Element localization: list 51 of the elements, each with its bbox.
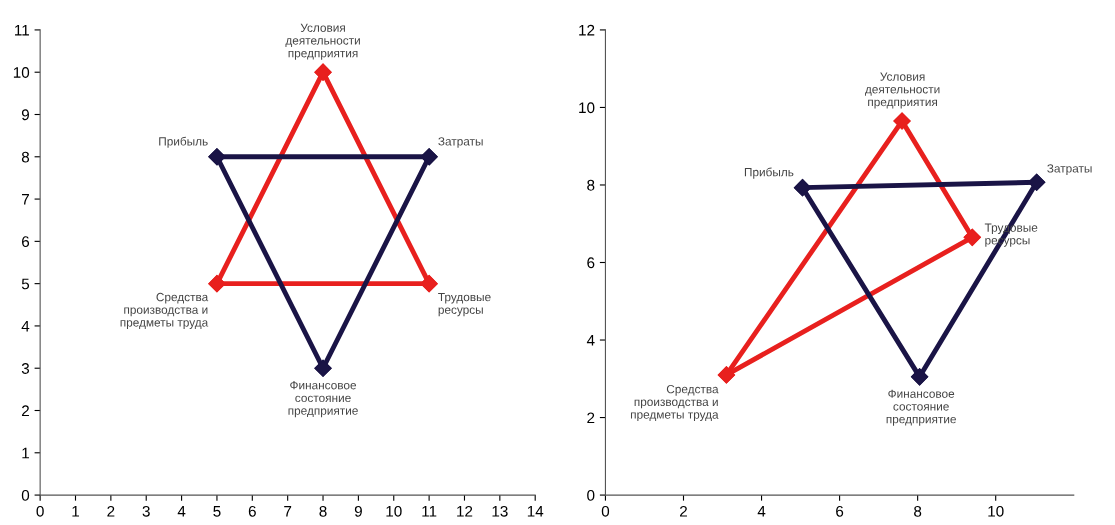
y-tick-label: 5 — [21, 278, 30, 290]
x-tick-label: 0 — [601, 505, 610, 517]
y-tick-label: 6 — [587, 257, 595, 269]
y-tick-label: 2 — [587, 412, 595, 424]
x-tick-label: 4 — [177, 506, 186, 517]
y-tick-label: 8 — [587, 179, 595, 191]
y-tick-label: 1 — [22, 447, 29, 459]
x-tick-label: 13 — [492, 505, 508, 517]
y-tick-label: 0 — [21, 489, 30, 501]
x-tick-label: 11 — [422, 506, 437, 517]
annotation: Условия деятельности предприятия — [865, 72, 940, 109]
y-tick-label: 4 — [586, 335, 595, 346]
y-tick-label: 9 — [21, 109, 29, 121]
y-tick-label: 2 — [22, 405, 29, 417]
annotation: Финансовое состояние предприятие — [288, 381, 358, 418]
x-tick-label: 3 — [142, 505, 150, 517]
annotation: Финансовое состояние предприятие — [886, 389, 956, 426]
x-tick-label: 8 — [914, 505, 922, 517]
y-tick-label: 10 — [13, 67, 30, 78]
x-tick-label: 4 — [757, 506, 766, 517]
annotation: Средства производства и предметы труда — [120, 292, 209, 329]
annotation: Затраты — [1047, 164, 1092, 175]
x-tick-label: 9 — [354, 505, 362, 517]
x-tick-label: 6 — [248, 505, 256, 517]
x-tick-label: 2 — [107, 505, 115, 517]
x-tick-label: 0 — [36, 505, 44, 517]
annotation: Средства производства и предметы труда — [630, 384, 719, 422]
annotation: Затраты — [438, 137, 483, 148]
y-tick-label: 3 — [21, 363, 30, 374]
x-tick-label: 1 — [72, 506, 79, 517]
x-tick-label: 6 — [836, 505, 844, 517]
annotation: Прибыль — [159, 136, 208, 148]
annotation: Прибыль — [744, 167, 794, 179]
x-tick-label: 12 — [457, 505, 473, 517]
x-tick-label: 10 — [988, 505, 1004, 517]
y-tick-label: 11 — [15, 24, 29, 36]
y-tick-label: 12 — [579, 24, 595, 36]
y-tick-label: 8 — [21, 151, 30, 163]
y-tick-label: 0 — [587, 489, 595, 501]
x-tick-label: 7 — [284, 506, 292, 517]
y-tick-label: 6 — [22, 236, 30, 248]
annotation: Трудовые ресурсы — [438, 292, 491, 317]
x-tick-label: 8 — [319, 505, 327, 517]
x-tick-label: 2 — [680, 505, 687, 517]
y-tick-label: 10 — [579, 102, 595, 114]
x-tick-label: 5 — [213, 506, 221, 517]
x-tick-label: 10 — [386, 505, 402, 517]
y-tick-label: 7 — [22, 194, 29, 205]
annotation: Условия деятельности предприятия — [285, 23, 360, 60]
x-tick-label: 14 — [527, 506, 544, 517]
y-tick-label: 4 — [21, 320, 30, 332]
